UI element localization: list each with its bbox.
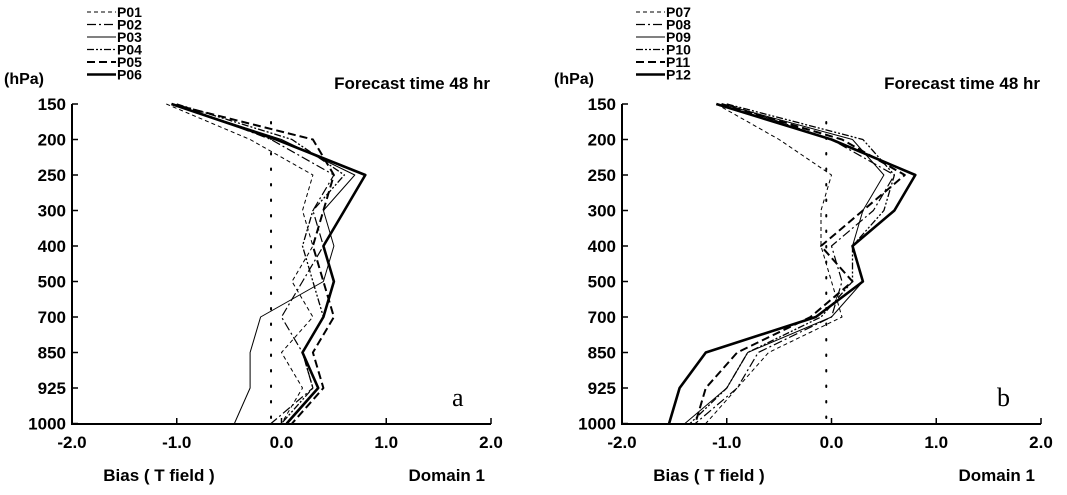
x-axis-label: Bias ( T field ): [103, 466, 214, 485]
x-tick-label: -1.0: [162, 433, 191, 452]
y-tick-label: 250: [588, 166, 616, 185]
y-tick-label: 925: [38, 379, 66, 398]
legend-entry-p11: P11: [666, 54, 690, 70]
series-line-p01: [166, 103, 314, 424]
chart-panel-b: 150 200 250 300 400 500 700 850 925 1000-2.0 -1.0 0…: [554, 4, 1053, 485]
y-tick-label: 850: [38, 344, 66, 363]
series-line-p05: [171, 103, 335, 425]
legend-entry-p09: P09: [666, 29, 691, 45]
legend-entry-p07: P07: [666, 4, 691, 20]
x-tick-label: 0.0: [820, 433, 844, 452]
y-tick-label: 200: [588, 131, 616, 150]
x-tick-label: 2.0: [479, 433, 503, 452]
chart-title: Forecast time 48 hr: [884, 74, 1040, 93]
legend-entry-p01: P01: [117, 4, 142, 20]
y-tick-label: 700: [588, 308, 616, 327]
y-tick-label: 300: [38, 202, 66, 221]
x-tick-label: 1.0: [374, 433, 398, 452]
y-axis-unit-label: (hPa): [554, 71, 594, 88]
chart-panel-a: 150 200 250 300 400 500 700 850 925 1000-2.0 -1.0 0…: [4, 4, 503, 485]
chart-title: Forecast time 48 hr: [334, 74, 490, 93]
series-line-p07: [705, 103, 843, 424]
legend-entry-p05: P05: [117, 54, 142, 70]
y-tick-label: 400: [38, 237, 66, 256]
legend-entry-p04: P04: [117, 42, 142, 58]
y-tick-label: 500: [588, 273, 616, 292]
x-axis-label: Bias ( T field ): [653, 466, 764, 485]
y-tick-label: 200: [38, 131, 66, 150]
x-tick-label: 0.0: [270, 433, 294, 452]
panel-label: b: [997, 383, 1010, 412]
x-tick-label: 1.0: [924, 433, 948, 452]
y-tick-label: 150: [588, 95, 616, 114]
x-tick-label: -2.0: [607, 433, 636, 452]
series-line-p12: [667, 102, 917, 424]
y-tick-label: 150: [38, 95, 66, 114]
y-tick-label: 700: [38, 308, 66, 327]
series-line-p06: [171, 102, 367, 425]
y-tick-label: 1000: [28, 415, 66, 434]
y-tick-label: 850: [588, 344, 616, 363]
y-tick-label: 500: [38, 273, 66, 292]
y-axis-unit-label: (hPa): [4, 71, 44, 88]
y-tick-label: 250: [38, 166, 66, 185]
y-tick-label: 1000: [578, 415, 616, 434]
y-tick-label: 925: [588, 379, 616, 398]
legend-entry-p02: P02: [117, 17, 142, 33]
y-tick-label: 400: [588, 237, 616, 256]
y-tick-label: 300: [588, 202, 616, 221]
legend-entry-p06: P06: [117, 67, 142, 83]
legend-entry-p10: P10: [666, 42, 691, 58]
legend-entry-p03: P03: [117, 29, 142, 45]
x-tick-label: -1.0: [712, 433, 741, 452]
series-line-p04: [176, 103, 346, 424]
legend-entry-p08: P08: [666, 17, 691, 33]
panel-label: a: [452, 383, 464, 412]
series-line-p10: [689, 103, 896, 424]
x-axis-label-right: Domain 1: [958, 466, 1035, 485]
x-tick-label: -2.0: [57, 433, 86, 452]
x-tick-label: 2.0: [1029, 433, 1053, 452]
x-axis-label-right: Domain 1: [408, 466, 485, 485]
legend-entry-p12: P12: [666, 67, 691, 83]
